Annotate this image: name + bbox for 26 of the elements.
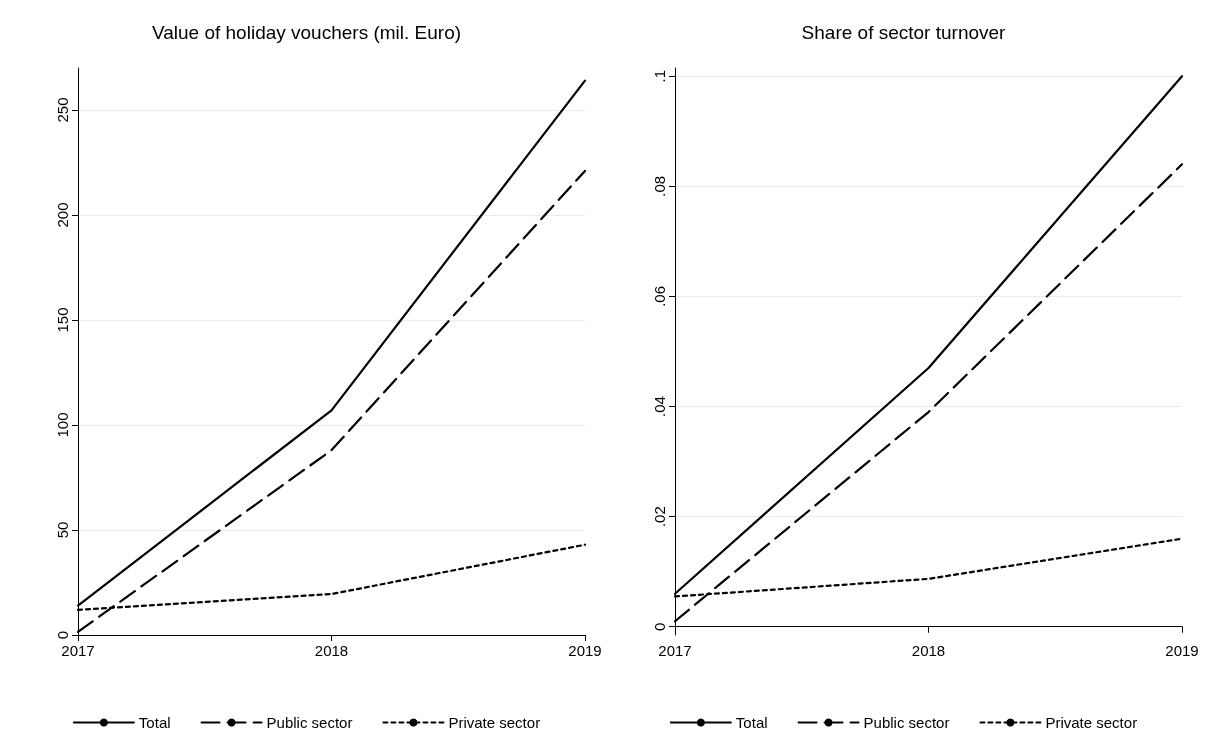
- legend-label: Total: [735, 714, 768, 731]
- y-tick-label: 0: [54, 630, 71, 640]
- y-tick-label: .1: [651, 70, 668, 83]
- legend-label: Private sector: [448, 714, 541, 731]
- y-tick-label: 150: [54, 307, 71, 333]
- x-tick-label: 2018: [911, 642, 946, 659]
- legend-label: Total: [138, 714, 171, 731]
- chart-title: Share of sector turnover: [801, 22, 1007, 43]
- y-tick-label: .08: [651, 175, 668, 197]
- y-tick-label: 50: [54, 521, 71, 539]
- y-tick-label: .06: [651, 286, 668, 307]
- legend-label: Public sector: [863, 714, 950, 731]
- x-tick-label: 2017: [61, 642, 95, 659]
- chart-title: Value of holiday vouchers (mil. Euro): [151, 22, 462, 43]
- x-tick-label: 2019: [1165, 642, 1199, 659]
- y-tick-label: 250: [54, 97, 71, 123]
- legend-label: Public sector: [266, 714, 353, 731]
- x-tick-label: 2019: [568, 642, 602, 659]
- x-tick-label: 2018: [314, 642, 349, 659]
- y-tick-label: .02: [651, 506, 668, 528]
- y-tick-label: 100: [54, 412, 71, 438]
- y-tick-label: .04: [651, 396, 668, 417]
- legend-label: Private sector: [1045, 714, 1138, 731]
- x-tick-label: 2017: [658, 642, 692, 659]
- y-tick-label: 200: [54, 202, 71, 228]
- y-tick-label: 0: [651, 622, 668, 631]
